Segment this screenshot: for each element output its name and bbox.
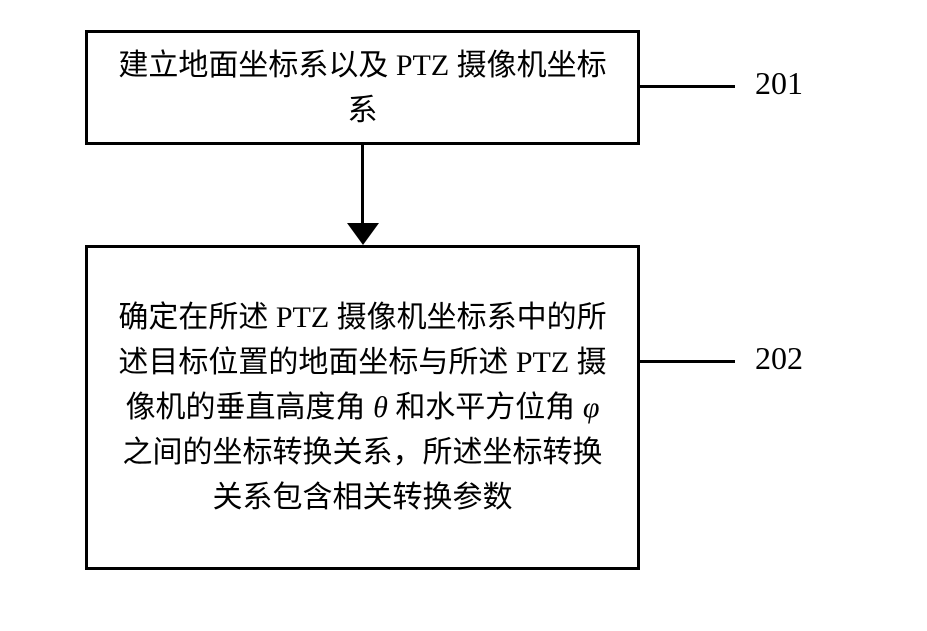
flow-node-202: 确定在所述 PTZ 摄像机坐标系中的所述目标位置的地面坐标与所述 PTZ 摄像机… bbox=[85, 245, 640, 570]
arrow-down-icon bbox=[347, 223, 379, 245]
flow-node-201-text: 建立地面坐标系以及 PTZ 摄像机坐标系 bbox=[108, 43, 617, 133]
leader-line-202 bbox=[640, 360, 735, 363]
flowchart-canvas: 建立地面坐标系以及 PTZ 摄像机坐标系 确定在所述 PTZ 摄像机坐标系中的所… bbox=[0, 0, 927, 631]
flow-node-201: 建立地面坐标系以及 PTZ 摄像机坐标系 bbox=[85, 30, 640, 145]
flow-node-202-text: 确定在所述 PTZ 摄像机坐标系中的所述目标位置的地面坐标与所述 PTZ 摄像机… bbox=[108, 295, 617, 520]
step-label-202: 202 bbox=[755, 340, 803, 377]
flow-arrow-201-to-202 bbox=[361, 145, 364, 230]
leader-line-201 bbox=[640, 85, 735, 88]
step-label-201: 201 bbox=[755, 65, 803, 102]
